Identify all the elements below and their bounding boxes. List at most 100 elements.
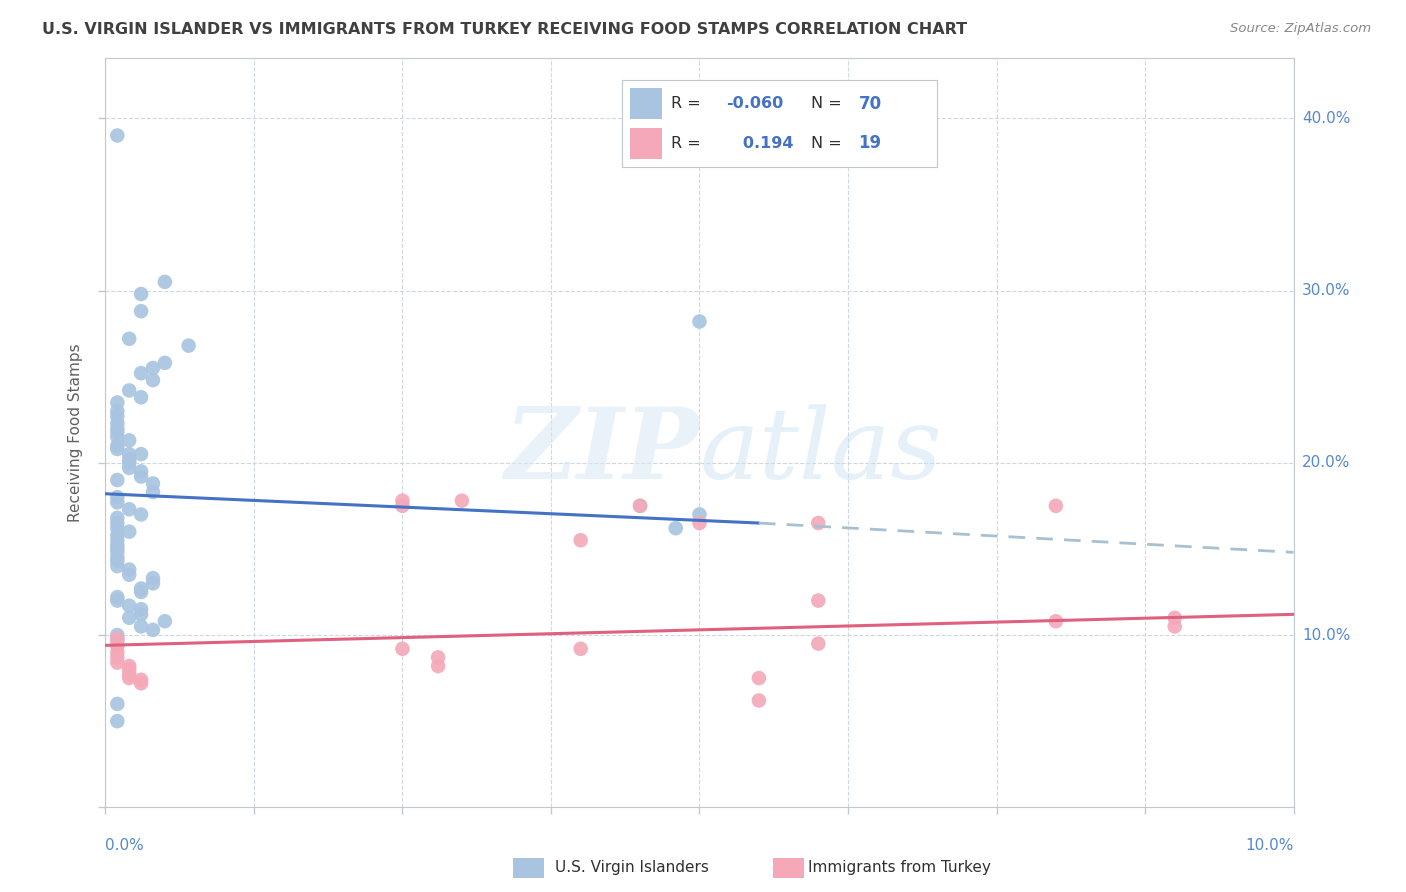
Point [118, 611, 141, 625]
Point [105, 590, 128, 604]
Point [129, 602, 152, 616]
Text: R =: R = [671, 136, 706, 151]
Point [118, 663, 141, 677]
Point [105, 645, 128, 659]
Point [129, 469, 152, 483]
Point [105, 442, 128, 456]
Point [153, 356, 176, 370]
Point [569, 533, 592, 548]
Point [129, 676, 152, 690]
Point [748, 671, 770, 685]
Point [105, 495, 128, 509]
Point [807, 516, 830, 530]
Point [105, 638, 128, 652]
Point [628, 499, 651, 513]
Point [105, 545, 128, 559]
Point [105, 541, 128, 556]
Point [105, 638, 128, 652]
Point [118, 659, 141, 673]
Point [118, 461, 141, 475]
Point [142, 373, 165, 387]
Point [807, 637, 830, 651]
Point [118, 452, 141, 467]
Text: Immigrants from Turkey: Immigrants from Turkey [808, 860, 991, 874]
Point [105, 511, 128, 525]
Point [105, 628, 128, 642]
Text: 10.0%: 10.0% [1246, 838, 1294, 853]
Text: 70: 70 [859, 95, 882, 112]
Point [129, 390, 152, 404]
Point [105, 438, 128, 452]
Point [153, 614, 176, 628]
Point [628, 499, 651, 513]
Point [689, 314, 711, 328]
Point [105, 521, 128, 535]
Point [1045, 614, 1067, 628]
Point [105, 554, 128, 568]
Text: 30.0%: 30.0% [1302, 283, 1350, 298]
Point [118, 502, 141, 516]
Point [427, 659, 450, 673]
Point [105, 633, 128, 648]
Point [142, 361, 165, 376]
Point [105, 650, 128, 665]
Point [105, 528, 128, 542]
Point [142, 485, 165, 500]
Point [129, 673, 152, 687]
Point [391, 493, 413, 508]
Point [105, 656, 128, 670]
Point [105, 416, 128, 430]
Text: R =: R = [671, 96, 706, 112]
Point [105, 533, 128, 548]
Point [118, 667, 141, 681]
Point [105, 632, 128, 646]
Point [118, 434, 141, 448]
Text: 0.194: 0.194 [725, 136, 793, 151]
Point [118, 384, 141, 398]
Point [105, 430, 128, 444]
Point [105, 550, 128, 565]
Point [129, 607, 152, 622]
Point [450, 493, 472, 508]
Point [105, 559, 128, 574]
Text: 19: 19 [859, 135, 882, 153]
Bar [630, 128, 662, 159]
Point [748, 693, 770, 707]
Text: N =: N = [811, 96, 846, 112]
Point [1164, 619, 1187, 633]
Point [665, 521, 688, 535]
Point [105, 404, 128, 418]
Text: ZIP: ZIP [505, 403, 700, 500]
Point [118, 567, 141, 582]
Point [118, 671, 141, 685]
Point [118, 524, 141, 539]
Point [129, 464, 152, 478]
Point [807, 593, 830, 607]
Point [105, 593, 128, 607]
Point [142, 571, 165, 585]
Text: U.S. Virgin Islanders: U.S. Virgin Islanders [555, 860, 709, 874]
Point [118, 563, 141, 577]
Point [129, 619, 152, 633]
Point [105, 473, 128, 487]
Point [391, 641, 413, 656]
Point [105, 425, 128, 439]
Point [105, 538, 128, 552]
Point [689, 516, 711, 530]
Point [427, 650, 450, 665]
Text: 0.0%: 0.0% [105, 838, 145, 853]
Point [569, 641, 592, 656]
Point [129, 366, 152, 380]
Point [153, 275, 176, 289]
Text: 40.0%: 40.0% [1302, 111, 1350, 126]
Point [105, 516, 128, 530]
Point [142, 476, 165, 491]
Text: atlas: atlas [700, 404, 942, 499]
Point [177, 338, 200, 352]
Point [105, 714, 128, 728]
Point [689, 508, 711, 522]
Point [118, 447, 141, 461]
Point [142, 576, 165, 591]
Point [105, 421, 128, 435]
Point [118, 599, 141, 613]
